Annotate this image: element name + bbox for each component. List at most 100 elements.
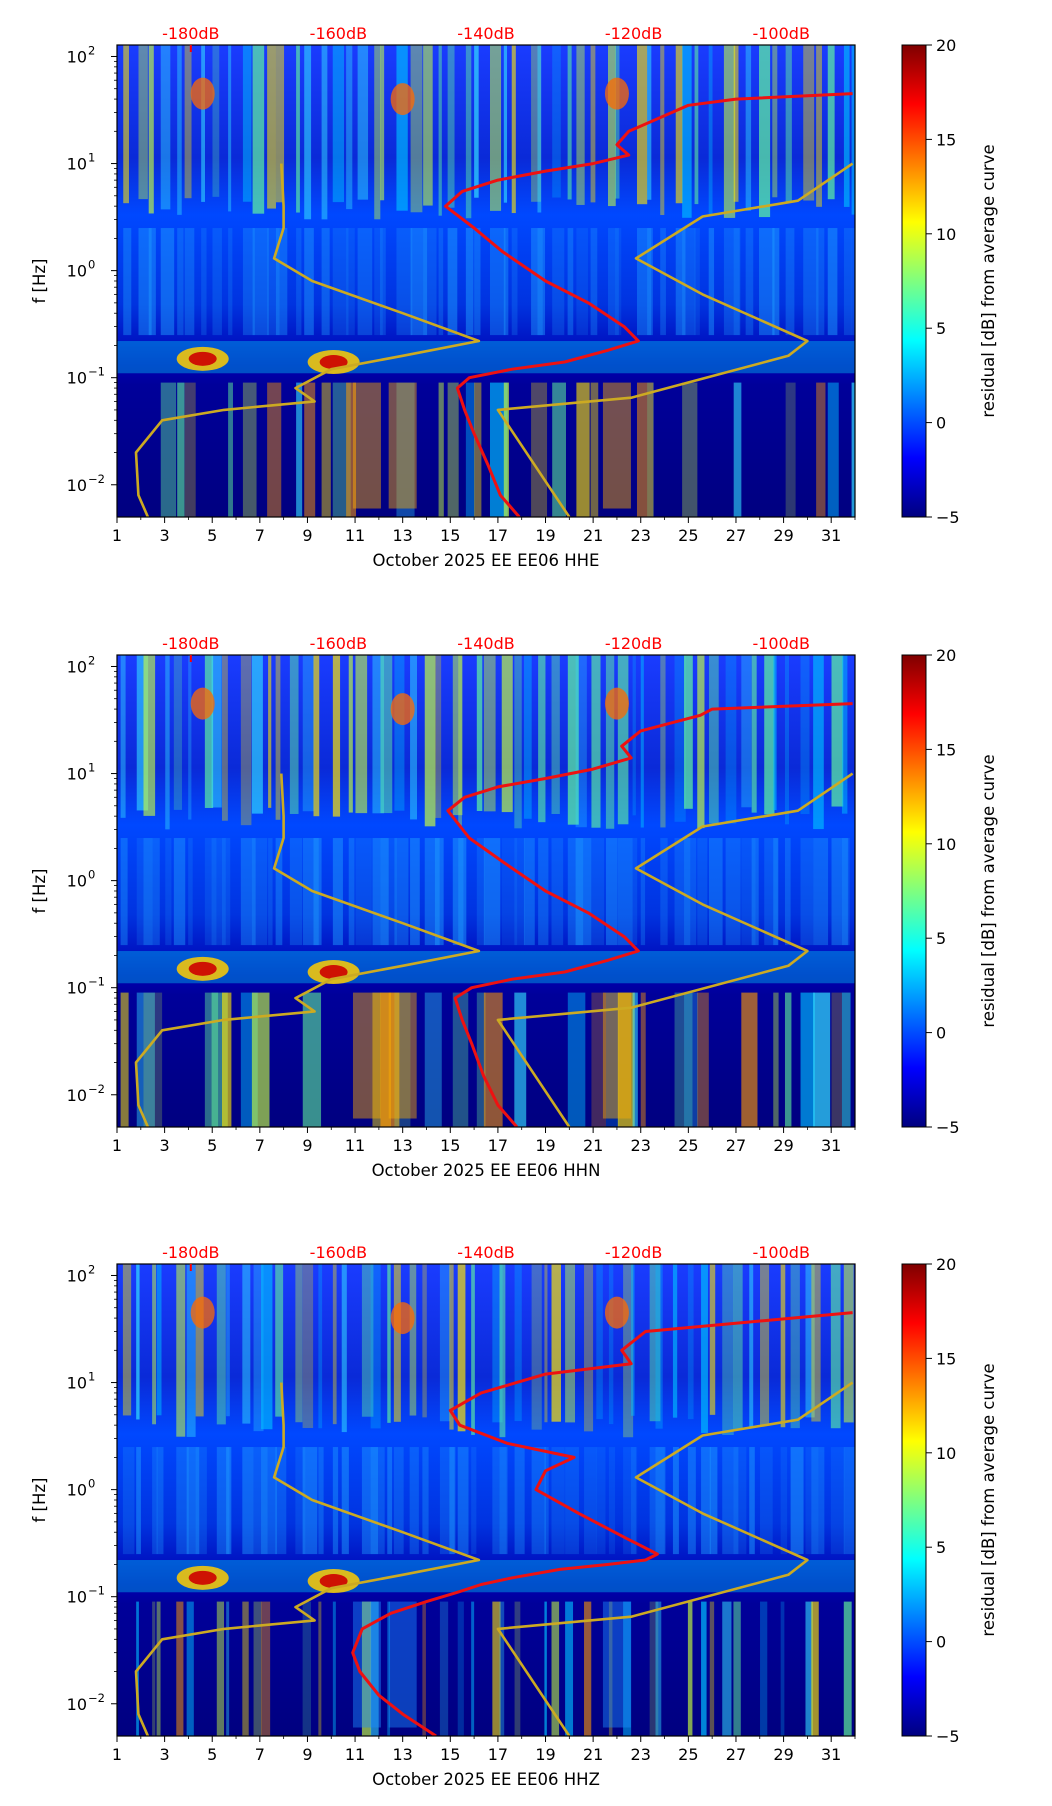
- heatmap-streak: [136, 992, 155, 1127]
- heatmap-streak: [394, 838, 409, 946]
- heatmap-streak: [772, 228, 780, 336]
- heatmap-streak: [458, 655, 462, 826]
- heatmap-streak: [152, 1601, 156, 1736]
- top-db-label: -180dB: [162, 634, 219, 653]
- heatmap-streak: [471, 1601, 475, 1736]
- heatmap-streak: [749, 1447, 755, 1555]
- heatmap-streak: [596, 1264, 603, 1420]
- heatmap-streak: [296, 45, 300, 213]
- heatmap-streak: [177, 228, 184, 336]
- heatmap-streak: [751, 838, 759, 946]
- heatmap-streak: [177, 382, 185, 517]
- heatmap-streak: [123, 45, 129, 204]
- heatmap-streak: [424, 655, 436, 827]
- heatmap-streak: [760, 1601, 768, 1736]
- heatmap-streak: [631, 1447, 636, 1555]
- y-tick-exponent: 2: [88, 43, 95, 57]
- heatmap-streak: [409, 1447, 419, 1555]
- x-tick-label: 29: [773, 526, 793, 545]
- heatmap-streak: [551, 1601, 560, 1736]
- heatmap-streak: [434, 655, 442, 818]
- heatmap-streak: [745, 228, 754, 336]
- heatmap-streak: [275, 1264, 284, 1417]
- x-tick-label: 15: [440, 526, 460, 545]
- y-tick-label: 10: [67, 1086, 87, 1105]
- x-tick-label: 19: [535, 1136, 555, 1155]
- heatmap-streak: [465, 228, 474, 336]
- heatmap-streak: [120, 655, 126, 818]
- heatmap-streak: [370, 1601, 379, 1736]
- heatmap-streak: [438, 45, 442, 216]
- low-noise-model-curve: [134, 163, 481, 517]
- top-db-label: -120dB: [605, 1243, 662, 1262]
- y-tick-exponent: 0: [88, 868, 95, 882]
- heatmap-streak: [261, 1264, 273, 1430]
- heatmap-streak: [434, 838, 444, 946]
- top-db-label: -120dB: [605, 634, 662, 653]
- y-tick-label: 10: [67, 155, 87, 174]
- heatmap-streak: [267, 382, 282, 517]
- heatmap-streak: [195, 1264, 204, 1417]
- heatmap-streak: [623, 1447, 638, 1555]
- x-tick-label: 21: [583, 526, 603, 545]
- heatmap-streak: [636, 382, 654, 517]
- heatmap-streak: [576, 228, 588, 336]
- heatmap-streak: [843, 45, 850, 207]
- heatmap-streak: [607, 45, 616, 207]
- heatmap-streak: [733, 1447, 747, 1555]
- heatmap-streak: [584, 1601, 592, 1736]
- heatmap-streak: [374, 45, 381, 220]
- heatmap-streak: [296, 382, 303, 517]
- heatmap-streak: [457, 1447, 469, 1555]
- mean-noise-curve: [444, 92, 853, 517]
- heatmap-streak: [858, 1264, 868, 1419]
- heatmap-streak: [465, 45, 472, 219]
- colorbar-tick-label: −5: [936, 508, 960, 527]
- high-noise-model-curve: [496, 1381, 854, 1736]
- heatmap-streak: [458, 838, 464, 946]
- heatmap-streak: [514, 838, 525, 946]
- heatmap-hotspot: [390, 1302, 415, 1335]
- heatmap-streak: [537, 228, 543, 336]
- heatmap-streak: [499, 1447, 508, 1555]
- heatmap-streak: [221, 655, 228, 821]
- heatmap-streak: [253, 1601, 262, 1736]
- y-tick-label: 10: [67, 262, 87, 281]
- heatmap-streak: [649, 1601, 659, 1736]
- heatmap-streak: [439, 1264, 451, 1422]
- heatmap-streak: [615, 228, 622, 336]
- heatmap-streak: [655, 1601, 662, 1736]
- y-tick-exponent: −1: [88, 365, 105, 379]
- heatmap-streak: [759, 228, 775, 336]
- heatmap: [117, 1264, 868, 1736]
- heatmap-streak: [733, 228, 741, 336]
- heatmap-streak: [697, 838, 708, 946]
- heatmap-streak: [790, 1447, 804, 1555]
- colorbar-tick-label: 20: [936, 646, 956, 665]
- x-tick-label: 11: [345, 1745, 365, 1764]
- heatmap-streak: [355, 655, 368, 814]
- x-tick-label: 17: [488, 1745, 508, 1764]
- heatmap-streak: [361, 1264, 374, 1417]
- heatmap-streak: [694, 45, 699, 205]
- heatmap-streak: [697, 655, 705, 829]
- heatmap-streak: [615, 45, 620, 199]
- colorbar-tick-label: 0: [936, 1024, 946, 1043]
- heatmap-streak: [623, 1264, 634, 1438]
- y-tick-exponent: −1: [88, 1584, 105, 1598]
- heatmap-streak: [457, 1264, 466, 1432]
- microseism-band: [117, 951, 855, 984]
- heatmap-streak: [591, 655, 601, 828]
- heatmap-streak: [803, 228, 819, 336]
- x-tick-label: 21: [583, 1745, 603, 1764]
- y-tick-label: 10: [67, 369, 87, 388]
- x-tick-label: 15: [440, 1136, 460, 1155]
- x-tick-label: 5: [207, 1136, 217, 1155]
- heatmap-streak: [474, 382, 482, 517]
- heatmap-streak: [745, 45, 752, 211]
- heatmap-streak: [439, 1601, 449, 1736]
- colorbar-tick-label: 0: [936, 414, 946, 433]
- heatmap-streak: [576, 382, 590, 517]
- heatmap-streak: [780, 1601, 785, 1736]
